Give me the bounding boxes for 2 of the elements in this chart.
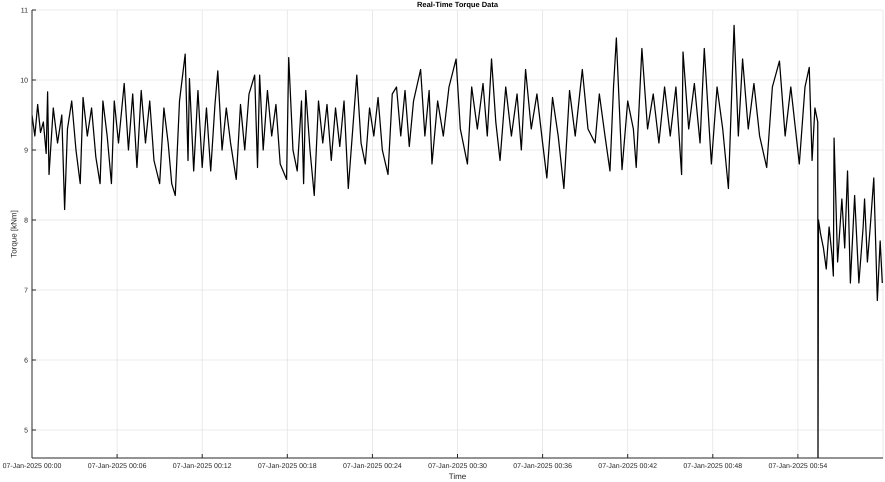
y-axis-title: Torque [kNm] bbox=[10, 210, 18, 258]
x-axis-title: Time bbox=[448, 472, 467, 481]
